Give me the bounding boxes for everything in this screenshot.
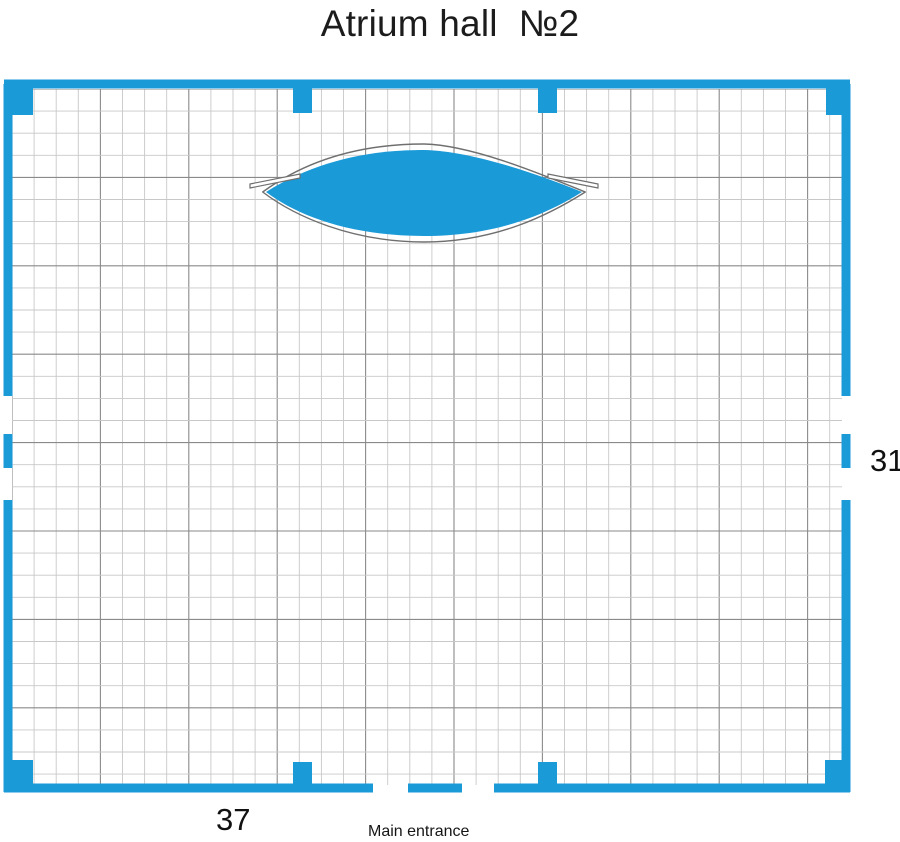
column-bottom-mid-right bbox=[538, 762, 557, 789]
main-entrance-label: Main entrance bbox=[368, 823, 470, 840]
column-bottom-right bbox=[825, 760, 847, 788]
column-top-right bbox=[826, 85, 847, 115]
dimension-height-label: 31 bbox=[870, 443, 900, 478]
column-top-mid-left bbox=[293, 85, 312, 113]
columns bbox=[11, 85, 847, 789]
pool-outline bbox=[262, 143, 586, 243]
column-bottom-left bbox=[11, 760, 33, 788]
page-title: Atrium hall №2 bbox=[320, 3, 580, 44]
pool-feature bbox=[249, 143, 599, 243]
floor-grid bbox=[12, 89, 842, 785]
pool-edge-right bbox=[547, 173, 599, 189]
column-bottom-mid-left bbox=[293, 762, 312, 789]
pool-water-fill bbox=[266, 150, 582, 236]
column-top-left bbox=[11, 85, 33, 115]
pool-edge-left bbox=[249, 173, 301, 189]
column-top-mid-right bbox=[538, 85, 557, 113]
dimension-width-label: 37 bbox=[216, 802, 251, 837]
